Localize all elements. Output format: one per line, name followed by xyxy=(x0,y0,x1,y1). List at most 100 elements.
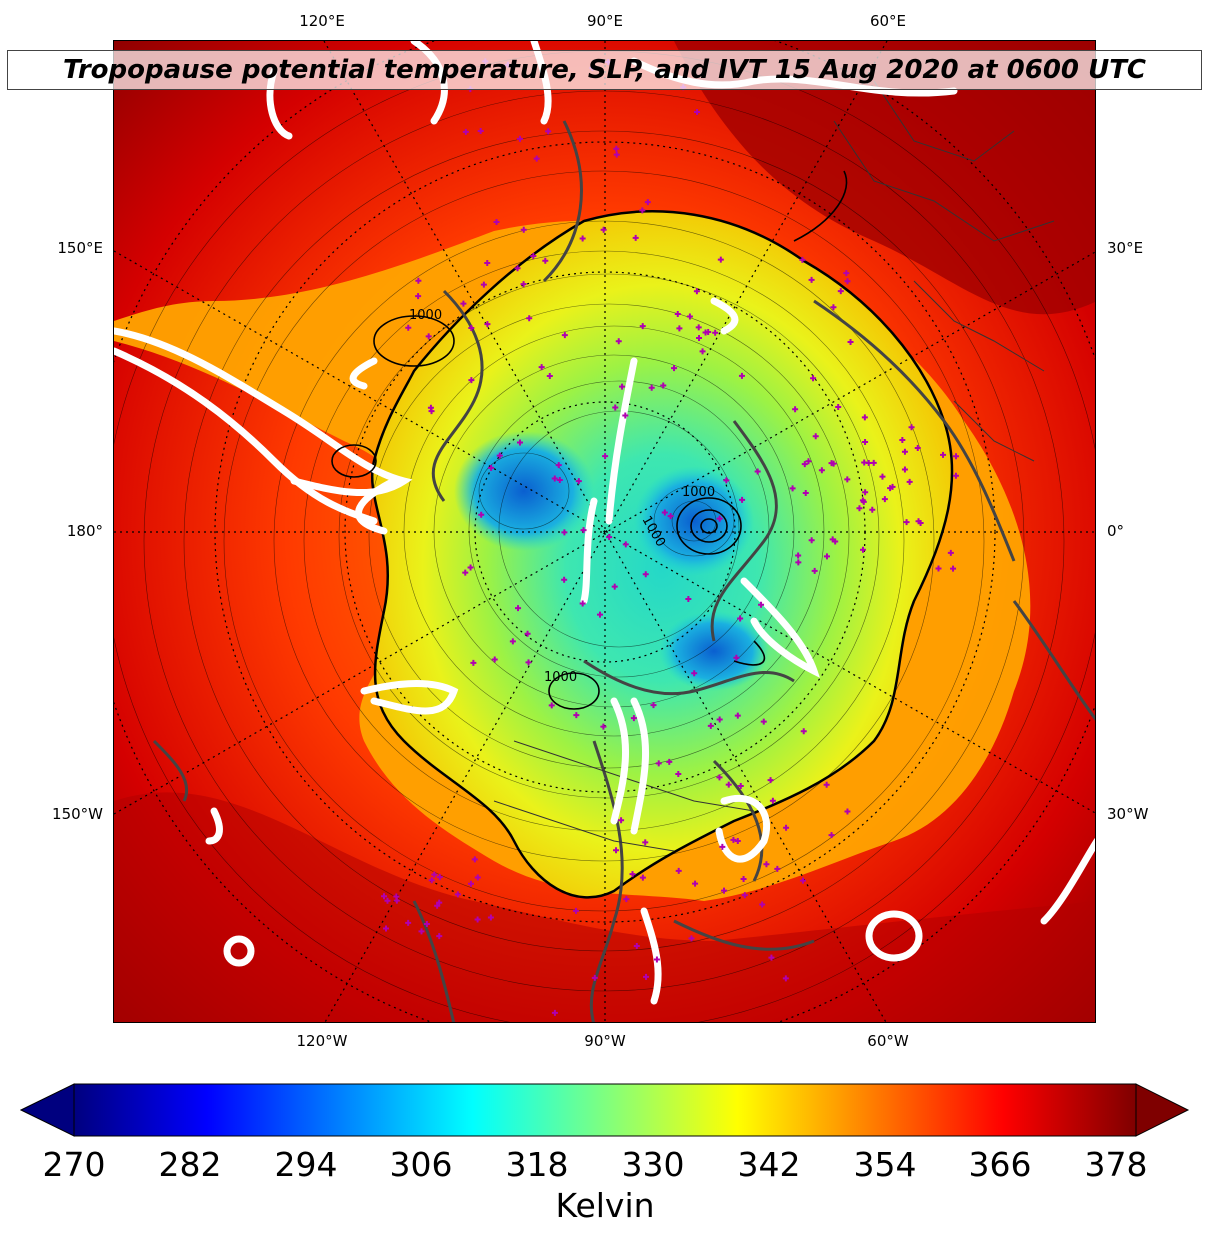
lon-tick-right: 30°W xyxy=(1107,805,1149,823)
station-marker xyxy=(862,489,869,496)
station-marker xyxy=(633,943,640,950)
station-marker xyxy=(801,461,808,468)
station-marker xyxy=(808,276,815,283)
station-marker xyxy=(660,382,667,389)
station-marker xyxy=(436,874,443,881)
station-marker xyxy=(516,439,523,446)
station-marker xyxy=(454,891,461,898)
station-marker xyxy=(613,145,620,152)
station-marker xyxy=(694,109,701,116)
colorbar-tick: 378 xyxy=(1084,1145,1148,1184)
station-marker xyxy=(526,315,533,322)
station-marker xyxy=(725,781,732,788)
station-marker xyxy=(600,723,607,730)
station-marker xyxy=(901,466,908,473)
station-marker xyxy=(759,901,766,908)
station-marker xyxy=(524,630,531,637)
station-marker xyxy=(555,462,562,469)
station-marker xyxy=(615,338,622,345)
station-marker xyxy=(908,424,915,431)
station-marker xyxy=(618,817,625,824)
station-marker xyxy=(676,325,683,332)
colorbar-tick: 294 xyxy=(274,1145,338,1184)
station-marker xyxy=(428,877,435,884)
station-marker xyxy=(740,875,747,882)
station-marker xyxy=(763,861,770,868)
station-marker xyxy=(487,914,494,921)
station-marker xyxy=(675,867,682,874)
station-marker xyxy=(737,615,744,622)
station-marker xyxy=(739,496,746,503)
station-marker xyxy=(738,372,745,379)
map-title: Tropopause potential temperature, SLP, a… xyxy=(62,55,1147,85)
ivt-contours xyxy=(114,41,1095,1005)
station-marker xyxy=(613,151,620,158)
station-marker xyxy=(859,546,866,553)
lon-tick-bottom: 60°W xyxy=(867,1032,909,1050)
colorbar-tick: 342 xyxy=(737,1145,801,1184)
colorbar-tick: 270 xyxy=(42,1145,106,1184)
station-marker xyxy=(915,518,922,525)
graticule xyxy=(114,41,1095,1022)
station-marker xyxy=(829,536,836,543)
map-panel[interactable]: 1000 1000 1000 1000 xyxy=(113,40,1096,1023)
station-marker xyxy=(644,199,651,206)
lon-tick-top: 120°E xyxy=(299,12,345,30)
lon-tick-right: 0° xyxy=(1107,522,1125,540)
station-marker xyxy=(723,477,730,484)
station-markers xyxy=(381,58,960,1016)
station-marker xyxy=(509,638,516,645)
station-marker xyxy=(653,956,660,963)
station-marker xyxy=(903,519,910,526)
station-marker xyxy=(551,1009,558,1016)
station-marker xyxy=(879,473,886,480)
station-marker xyxy=(733,654,740,661)
station-marker xyxy=(688,935,695,942)
station-marker xyxy=(802,489,809,496)
station-marker xyxy=(530,252,537,259)
slp-label: 1000 xyxy=(544,670,577,685)
station-marker xyxy=(865,459,872,466)
station-marker xyxy=(405,324,412,331)
station-marker xyxy=(914,444,921,451)
station-marker xyxy=(734,838,741,845)
station-marker xyxy=(844,808,851,815)
station-marker xyxy=(642,839,649,846)
station-marker xyxy=(480,281,487,288)
station-marker xyxy=(774,865,781,872)
station-marker xyxy=(639,207,646,214)
station-marker xyxy=(799,256,806,263)
colorbar-tick: 330 xyxy=(621,1145,685,1184)
station-marker xyxy=(436,933,443,940)
station-marker xyxy=(591,974,598,981)
station-marker xyxy=(551,475,558,482)
station-marker xyxy=(721,887,728,894)
station-marker xyxy=(661,509,668,516)
station-marker xyxy=(467,564,474,571)
station-marker xyxy=(783,824,790,831)
station-marker xyxy=(869,506,876,513)
station-marker xyxy=(460,300,467,307)
warm-region-upper-right xyxy=(674,41,1095,315)
station-marker xyxy=(940,451,947,458)
station-marker xyxy=(383,925,390,932)
station-marker xyxy=(491,656,498,663)
station-marker xyxy=(477,127,484,134)
station-marker xyxy=(470,659,477,666)
station-marker xyxy=(546,373,553,380)
station-marker xyxy=(889,483,896,490)
station-marker xyxy=(579,235,586,242)
station-marker xyxy=(622,541,629,548)
slp-contours xyxy=(331,170,848,710)
station-marker xyxy=(782,975,789,982)
station-marker xyxy=(471,856,478,863)
station-marker xyxy=(823,781,830,788)
station-marker xyxy=(707,722,714,729)
station-marker xyxy=(556,477,563,484)
station-marker xyxy=(496,452,503,459)
station-marker xyxy=(418,928,425,935)
lon-tick-top: 60°E xyxy=(869,12,907,30)
station-marker xyxy=(545,128,552,135)
station-marker xyxy=(810,375,817,382)
station-marker xyxy=(602,453,609,460)
